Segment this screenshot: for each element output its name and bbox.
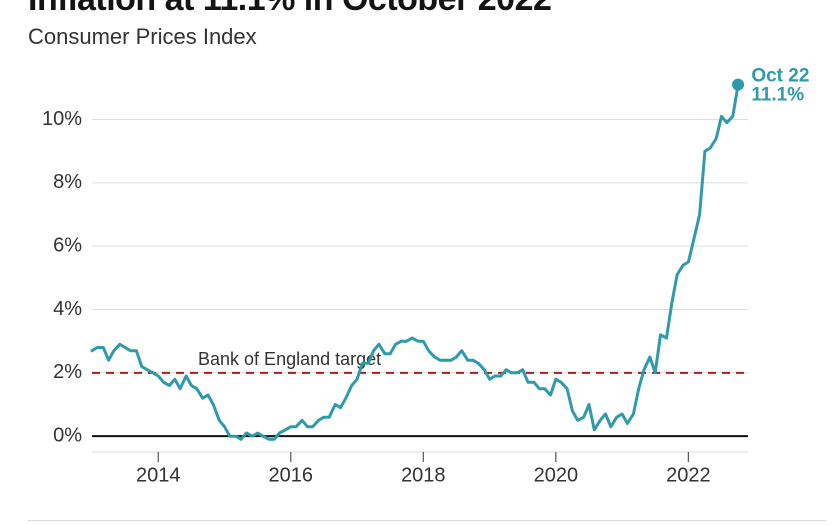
svg-text:2022: 2022	[666, 465, 711, 487]
svg-text:8%: 8%	[53, 171, 82, 193]
svg-text:4%: 4%	[53, 298, 82, 320]
svg-text:2014: 2014	[136, 465, 181, 487]
svg-text:2016: 2016	[269, 465, 314, 487]
svg-text:2%: 2%	[53, 361, 82, 383]
line-chart: 0% 2% 4% 6% 8% 10% 2014 2016 2018 2020 2022 Bank of…	[28, 62, 818, 502]
svg-text:0%: 0%	[53, 424, 82, 446]
svg-text:2020: 2020	[534, 465, 579, 487]
svg-text:6%: 6%	[53, 234, 82, 256]
page-title: Inflation at 11.1% in October 2022	[28, 0, 551, 19]
svg-text:Bank of England target: Bank of England target	[198, 349, 381, 369]
svg-text:Oct 22: Oct 22	[751, 66, 809, 87]
svg-text:11.1%: 11.1%	[751, 85, 804, 106]
chart-container: 0% 2% 4% 6% 8% 10% 2014 2016 2018 2020 2022 Bank of…	[28, 62, 818, 502]
chart-subtitle: Consumer Prices Index	[28, 24, 257, 50]
svg-text:10%: 10%	[42, 108, 82, 130]
chart-frame: Inflation at 11.1% in October 2022 Consu…	[0, 0, 840, 525]
svg-text:2018: 2018	[401, 465, 446, 487]
bottom-divider	[28, 520, 826, 521]
